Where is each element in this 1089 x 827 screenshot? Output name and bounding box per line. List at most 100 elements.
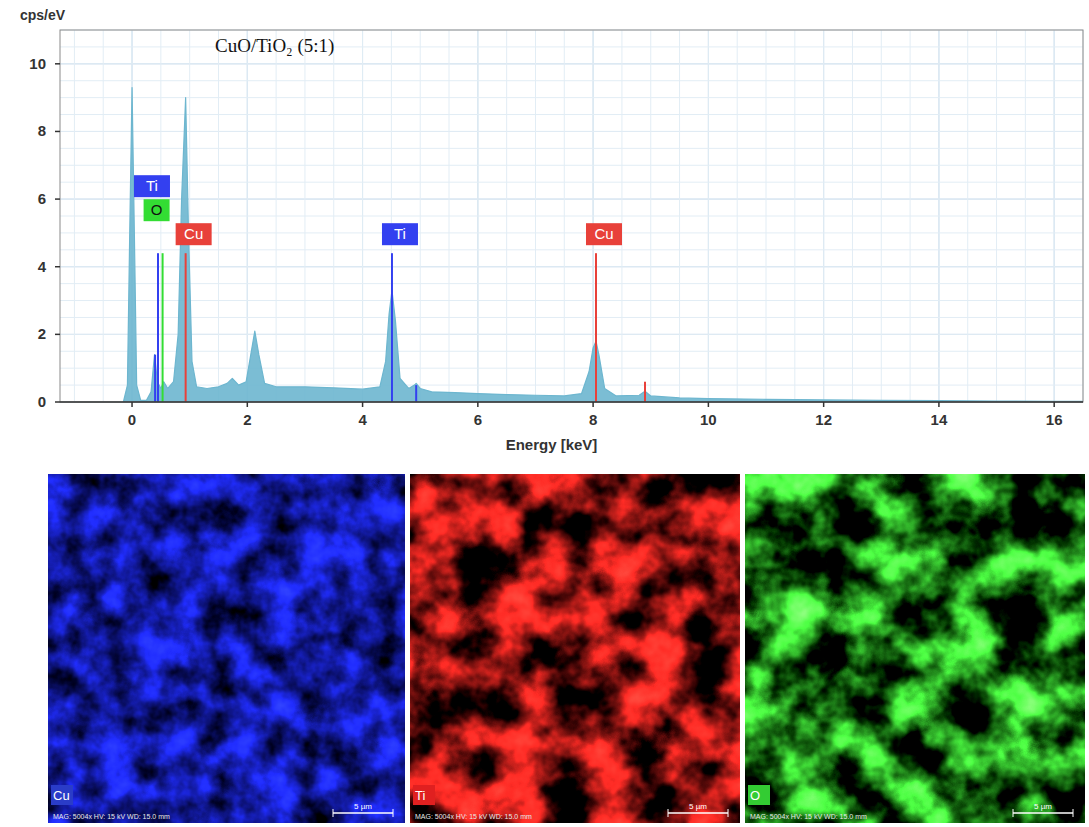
grid-line-y bbox=[60, 402, 1083, 403]
map-image bbox=[48, 474, 405, 823]
y-tick bbox=[55, 198, 60, 200]
minor-grid-y bbox=[60, 283, 1083, 284]
scale-bar-label: 5 µm bbox=[1034, 802, 1052, 811]
scale-bar-end bbox=[668, 809, 669, 817]
scale-bar-label: 5 µm bbox=[354, 802, 372, 811]
element-label-box bbox=[144, 199, 170, 221]
minor-grid-y bbox=[60, 216, 1083, 217]
map-info: MAG: 5004x HV: 15 kV WD: 15.0 mm bbox=[750, 813, 867, 820]
y-tick bbox=[55, 131, 60, 133]
scale-bar-label: 5 µm bbox=[689, 802, 707, 811]
element-labels: CuTiCuOTi bbox=[134, 175, 622, 245]
y-axis-title: cps/eV bbox=[20, 7, 66, 23]
map-label: O bbox=[750, 788, 760, 803]
x-tick bbox=[592, 402, 594, 407]
scale-bar-end bbox=[1073, 809, 1074, 817]
x-tick-label: 2 bbox=[243, 411, 251, 428]
element-line bbox=[185, 253, 187, 402]
element-label-box bbox=[382, 223, 418, 245]
x-tick-label: 10 bbox=[700, 411, 717, 428]
element-label-box bbox=[586, 223, 622, 245]
x-tick-label: 12 bbox=[815, 411, 832, 428]
minor-grid-y bbox=[60, 232, 1083, 233]
minor-grid-y bbox=[60, 300, 1083, 301]
grid-line-y bbox=[60, 131, 1083, 132]
element-label: Ti bbox=[394, 225, 406, 242]
y-tick bbox=[55, 401, 60, 403]
element-line bbox=[595, 253, 597, 402]
y-tick-label: 2 bbox=[38, 325, 46, 342]
x-tick bbox=[362, 402, 364, 407]
plot-data bbox=[123, 87, 1083, 402]
minor-grid-y bbox=[60, 148, 1083, 149]
minor-grid-y bbox=[60, 402, 1083, 403]
x-tick bbox=[247, 402, 249, 407]
map-label-box bbox=[748, 785, 770, 805]
x-tick bbox=[1053, 402, 1055, 407]
x-tick bbox=[938, 402, 940, 407]
minor-grid-y bbox=[60, 97, 1083, 98]
y-tick bbox=[55, 266, 60, 268]
plot-frame bbox=[60, 30, 1083, 402]
minor-grid-y bbox=[60, 114, 1083, 115]
map-label-box bbox=[413, 785, 435, 805]
minor-grid-y bbox=[60, 46, 1083, 47]
x-tick bbox=[131, 402, 133, 407]
element-label-box bbox=[134, 175, 170, 197]
y-tick-label: 10 bbox=[29, 55, 46, 72]
minor-grid-y bbox=[60, 266, 1083, 267]
minor-grid-y bbox=[60, 249, 1083, 250]
element-label: O bbox=[151, 201, 163, 218]
scale-bar-end bbox=[393, 809, 394, 817]
element-label-box bbox=[176, 223, 212, 245]
map-base bbox=[48, 474, 405, 823]
element-map: Ti MAG: 5004x HV: 15 kV WD: 15.0 mm 5 µm bbox=[410, 474, 740, 823]
x-tick bbox=[823, 402, 825, 407]
map-base bbox=[745, 474, 1085, 823]
x-tick-label: 14 bbox=[931, 411, 948, 428]
map-label: Cu bbox=[53, 788, 70, 803]
grid-line-y bbox=[60, 266, 1083, 267]
spectrum-area bbox=[123, 87, 1083, 402]
minor-grid-y bbox=[60, 199, 1083, 200]
element-line bbox=[644, 382, 646, 402]
element-line bbox=[415, 385, 417, 402]
scale-bar-end bbox=[333, 809, 334, 817]
y-tick-label: 0 bbox=[38, 393, 46, 410]
scale-bar-end bbox=[728, 809, 729, 817]
minor-grid-y bbox=[60, 80, 1083, 81]
map-label: Ti bbox=[415, 788, 425, 803]
y-tick-label: 6 bbox=[38, 190, 46, 207]
y-tick bbox=[55, 63, 60, 65]
grid-line-y bbox=[60, 63, 1083, 64]
map-image bbox=[745, 474, 1085, 823]
element-line bbox=[162, 253, 164, 402]
element-map: Cu MAG: 5004x HV: 15 kV WD: 15.0 mm 5 µm bbox=[48, 474, 405, 823]
y-tick-label: 4 bbox=[38, 258, 47, 275]
chart-title: CuO/TiO₂ (5:1) bbox=[215, 35, 334, 57]
x-tick-label: 0 bbox=[128, 411, 136, 428]
plot-background bbox=[60, 30, 1083, 402]
x-axis-line bbox=[60, 401, 1083, 403]
element-line bbox=[154, 355, 156, 402]
map-info: MAG: 5004x HV: 15 kV WD: 15.0 mm bbox=[53, 813, 170, 820]
figure: CuTiCuOTi02468101214160246810cps/eVEnerg… bbox=[0, 0, 1089, 827]
minor-grid-y bbox=[60, 368, 1083, 369]
element-label: Ti bbox=[146, 177, 158, 194]
minor-grid-y bbox=[60, 63, 1083, 64]
scale-bar bbox=[1013, 812, 1073, 814]
x-tick bbox=[708, 402, 710, 407]
minor-grid-y bbox=[60, 182, 1083, 183]
y-tick bbox=[55, 334, 60, 336]
scale-bar bbox=[668, 812, 728, 814]
element-line bbox=[157, 253, 159, 402]
minor-grid-y bbox=[60, 351, 1083, 352]
x-tick-label: 8 bbox=[589, 411, 597, 428]
minor-grid-y bbox=[60, 385, 1083, 386]
map-info: MAG: 5004x HV: 15 kV WD: 15.0 mm bbox=[415, 813, 532, 820]
scale-bar bbox=[333, 812, 393, 814]
map-image bbox=[410, 474, 740, 823]
element-label: Cu bbox=[184, 225, 203, 242]
minor-grid-y bbox=[60, 131, 1083, 132]
minor-grid-y bbox=[60, 317, 1083, 318]
